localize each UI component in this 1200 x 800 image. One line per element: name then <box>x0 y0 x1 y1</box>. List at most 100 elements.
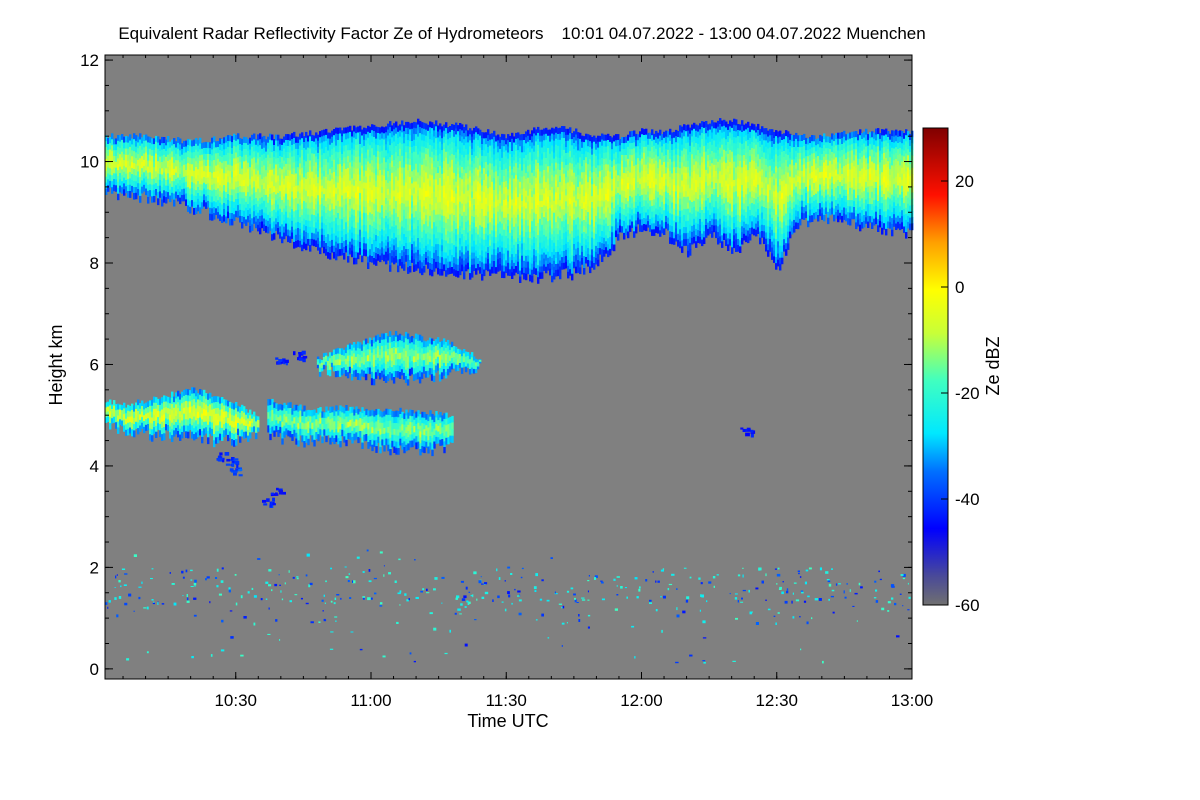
clutter-speck <box>235 602 238 606</box>
clutter-speck <box>352 580 356 584</box>
clutter-speck <box>330 567 332 570</box>
clutter-speck <box>734 593 738 595</box>
echo-speck <box>750 429 754 433</box>
clutter-speck <box>501 601 504 603</box>
clutter-speck <box>554 593 558 595</box>
echo-speck <box>745 432 750 437</box>
plot-area <box>104 54 914 680</box>
clutter-speck <box>306 553 310 557</box>
clutter-speck <box>779 586 782 589</box>
clutter-speck <box>300 597 303 600</box>
clutter-speck <box>616 594 619 596</box>
clutter-speck <box>476 598 478 601</box>
echo-speck <box>236 464 239 468</box>
x-axis: 10:30 11:00 11:30 12:00 12:30 13:00 <box>122 55 933 710</box>
clutter-speck <box>468 601 471 604</box>
clutter-speck <box>517 590 521 593</box>
clutter-speck <box>581 599 586 601</box>
clutter-speck <box>594 575 598 578</box>
clutter-speck <box>310 621 314 624</box>
clutter-speck <box>660 596 662 598</box>
cloud-layer-0 <box>105 118 914 284</box>
clutter-speck <box>504 580 506 582</box>
clutter-speck <box>755 587 759 590</box>
clutter-speck <box>798 572 800 575</box>
clutter-speck <box>185 569 188 573</box>
clutter-speck <box>415 596 419 599</box>
clutter-speck <box>601 581 604 584</box>
clutter-speck <box>784 600 788 604</box>
clutter-speck <box>899 593 902 595</box>
clutter-speck <box>667 588 670 591</box>
echo-speck <box>222 459 225 463</box>
clutter-speck <box>713 585 715 588</box>
clutter-speck <box>468 591 471 593</box>
clutter-speck <box>698 577 701 580</box>
clutter-speck <box>362 596 366 598</box>
echo-speck <box>262 499 267 503</box>
x-tick-label: 12:00 <box>620 691 663 710</box>
clutter-speck <box>634 577 638 580</box>
clutter-speck <box>800 648 802 651</box>
clutter-speck <box>776 583 778 585</box>
clutter-speck <box>740 601 744 603</box>
clutter-speck <box>368 569 371 572</box>
clutter-speck <box>498 577 501 580</box>
clutter-speck <box>702 637 707 639</box>
clutter-speck <box>652 571 654 573</box>
colorbar-gradient <box>922 127 949 606</box>
clutter-speck <box>686 596 690 600</box>
clutter-speck <box>220 649 225 652</box>
clutter-speck <box>570 587 574 590</box>
clutter-speck <box>616 576 620 578</box>
clutter-speck <box>831 568 833 570</box>
clutter-speck <box>382 655 386 658</box>
clutter-speck <box>902 577 906 580</box>
echo-speck <box>275 493 279 496</box>
clutter-speck <box>126 658 130 661</box>
clutter-speck <box>460 580 464 583</box>
clutter-speck <box>398 558 401 561</box>
clutter-speck <box>289 600 292 603</box>
clutter-speck <box>414 559 416 561</box>
clutter-speck <box>561 645 563 647</box>
clutter-speck <box>133 610 135 612</box>
echo-speck <box>283 361 286 365</box>
clutter-speck <box>228 587 231 591</box>
boundary-layer-clutter <box>105 549 911 664</box>
clutter-speck <box>891 597 894 600</box>
clutter-speck <box>774 568 777 570</box>
clutter-speck <box>334 616 338 618</box>
clutter-speck <box>578 619 581 622</box>
clutter-speck <box>587 590 589 593</box>
clutter-speck <box>638 588 641 592</box>
echo-speck <box>275 357 279 360</box>
clutter-speck <box>114 587 116 588</box>
y-tick-label: 0 <box>90 660 99 679</box>
clutter-speck <box>792 616 795 619</box>
clutter-speck <box>699 609 701 612</box>
clutter-speck <box>562 605 565 609</box>
y-tick-label: 2 <box>90 558 99 577</box>
clutter-speck <box>257 558 261 560</box>
clutter-speck <box>396 621 399 624</box>
clutter-speck <box>908 596 911 599</box>
clutter-speck <box>896 635 900 638</box>
clutter-speck <box>587 626 590 629</box>
clutter-speck <box>234 574 237 576</box>
clutter-speck <box>804 581 807 585</box>
clutter-speck <box>749 611 753 615</box>
clutter-speck <box>268 584 272 587</box>
clutter-speck <box>735 617 738 620</box>
clutter-speck <box>685 599 689 603</box>
clutter-speck <box>844 596 847 599</box>
clutter-speck <box>827 580 831 583</box>
clutter-speck <box>737 574 741 577</box>
clutter-speck <box>190 586 194 587</box>
clutter-speck <box>220 580 224 583</box>
clutter-speck <box>480 576 482 578</box>
clutter-speck <box>875 600 879 603</box>
clutter-speck <box>626 596 628 599</box>
clutter-speck <box>675 661 679 664</box>
clutter-speck <box>171 583 175 585</box>
